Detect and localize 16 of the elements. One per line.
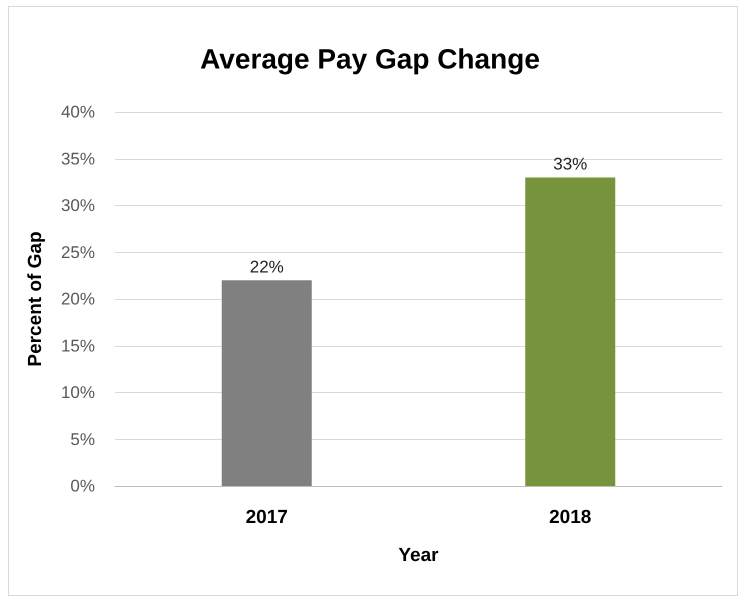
x-tick-label: 2018 (549, 507, 592, 528)
data-label: 22% (250, 257, 284, 276)
y-tick-label: 5% (70, 430, 95, 449)
y-tick-label: 25% (60, 242, 95, 262)
y-tick-label: 35% (60, 149, 95, 168)
y-tick-label: 30% (60, 196, 95, 215)
y-tick-label: 15% (60, 336, 95, 356)
x-axis-title: Year (398, 545, 440, 566)
y-tick-label: 10% (60, 383, 95, 402)
y-tick-label: 20% (60, 290, 95, 308)
y-axis-title: Percent of Gap (25, 231, 46, 367)
y-tick-label: 0% (70, 476, 95, 496)
x-tick-label: 2017 (246, 507, 288, 528)
chart-title: Average Pay Gap Change (200, 44, 540, 74)
y-tick-label: 40% (60, 102, 95, 122)
data-label: 33% (553, 154, 588, 174)
